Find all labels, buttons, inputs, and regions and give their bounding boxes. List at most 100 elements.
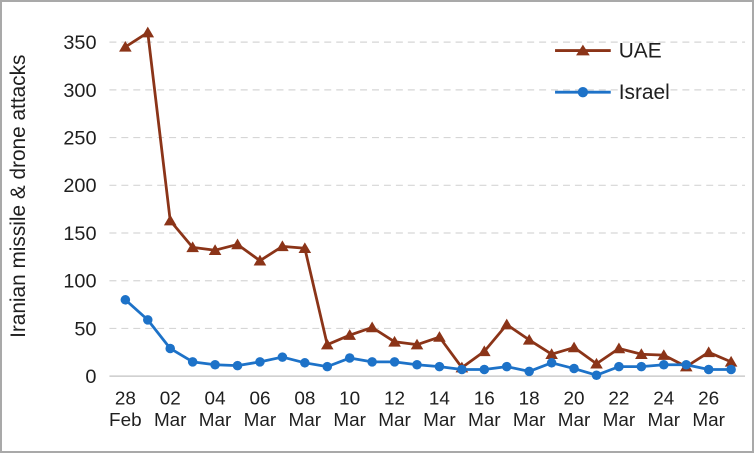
y-tick-label: 0: [85, 366, 96, 388]
triangle-marker: [478, 345, 491, 357]
circle-marker: [726, 364, 736, 375]
x-tick-label-day: 06: [249, 387, 270, 408]
x-tick-label-day: 16: [474, 387, 495, 408]
triangle-marker: [365, 321, 379, 333]
circle-marker: [457, 364, 467, 375]
x-tick-label-month: Mar: [648, 409, 681, 430]
triangle-marker: [576, 44, 590, 56]
gridlines: [109, 41, 746, 377]
x-tick-label-day: 10: [339, 387, 360, 408]
triangle-marker: [276, 240, 289, 252]
x-tick-label-month: Mar: [289, 409, 322, 430]
x-tick-label-day: 26: [698, 387, 719, 408]
circle-marker: [255, 357, 265, 367]
x-tick-label-day: 22: [608, 387, 629, 408]
circle-marker: [232, 360, 243, 371]
circle-marker: [187, 357, 198, 367]
circle-marker: [120, 295, 131, 305]
circle-marker: [614, 361, 624, 372]
triangle-marker: [343, 329, 357, 340]
uae-line: [124, 31, 732, 369]
y-axis-tick-labels: 0 50 100 150 200 250 300 350: [63, 32, 96, 388]
y-tick-label: 150: [63, 223, 96, 245]
triangle-marker: [567, 341, 581, 353]
circle-marker: [681, 359, 692, 370]
triangle-marker: [298, 242, 312, 254]
triangle-marker: [141, 26, 155, 38]
circle-marker: [165, 343, 175, 354]
circle-marker: [367, 357, 377, 367]
triangle-marker: [590, 357, 603, 369]
triangle-marker: [410, 338, 424, 350]
circle-marker: [300, 358, 310, 368]
x-tick-label-day: 24: [653, 387, 674, 408]
circle-marker: [659, 359, 669, 370]
x-tick-label-month: Feb: [109, 409, 142, 430]
x-tick-label-month: Mar: [558, 409, 591, 430]
circle-marker: [577, 87, 589, 98]
x-tick-label-day: 20: [564, 387, 585, 408]
circle-marker: [143, 315, 153, 325]
triangle-marker: [320, 338, 334, 350]
x-axis-tick-labels: 28Feb02Mar04Mar06Mar08Mar10Mar12Mar14Mar…: [109, 387, 725, 430]
uae-series: [119, 26, 738, 373]
legend-marker-samples: [555, 44, 611, 98]
triangle-marker: [231, 238, 244, 250]
x-tick-label-day: 04: [205, 387, 226, 408]
triangle-marker: [702, 346, 715, 358]
circle-marker: [277, 352, 288, 362]
legend-label-israel: Israel: [619, 81, 670, 104]
x-tick-label-month: Mar: [244, 409, 277, 430]
israel-series: [120, 295, 736, 380]
y-tick-label: 200: [63, 175, 96, 197]
triangle-marker: [253, 254, 267, 266]
x-tick-label-day: 18: [519, 387, 540, 408]
triangle-marker: [208, 244, 222, 255]
triangle-marker: [612, 342, 626, 354]
circle-marker: [479, 364, 490, 375]
x-tick-label-month: Mar: [378, 409, 411, 430]
triangle-marker: [186, 241, 199, 253]
triangle-marker: [388, 335, 401, 347]
triangle-marker: [119, 40, 132, 52]
x-tick-label-month: Mar: [333, 409, 366, 430]
triangle-marker: [522, 333, 536, 345]
circle-marker: [434, 361, 445, 372]
legend: UAE Israel: [555, 40, 670, 104]
y-tick-label: 250: [63, 128, 96, 150]
triangle-marker: [545, 348, 558, 359]
y-tick-label: 50: [74, 318, 96, 340]
circle-marker: [703, 364, 714, 375]
x-tick-label-day: 12: [384, 387, 405, 408]
circle-marker: [546, 358, 557, 368]
circle-marker: [389, 357, 400, 367]
circle-marker: [412, 359, 422, 370]
x-tick-label-day: 14: [429, 387, 450, 408]
x-tick-label-month: Mar: [468, 409, 501, 430]
y-axis-title: Iranian missile & drone attacks: [7, 55, 30, 338]
legend-label-uae: UAE: [619, 40, 662, 63]
x-tick-label-month: Mar: [423, 409, 456, 430]
israel-line: [124, 298, 732, 377]
circle-marker: [322, 361, 333, 372]
y-tick-label: 350: [63, 32, 96, 54]
triangle-marker: [500, 318, 514, 330]
triangle-marker: [724, 355, 738, 367]
x-tick-label-day: 02: [160, 387, 181, 408]
circle-marker: [636, 361, 647, 372]
y-tick-label: 300: [63, 80, 96, 102]
circle-marker: [210, 359, 220, 370]
x-tick-label-month: Mar: [513, 409, 546, 430]
x-tick-label-month: Mar: [199, 409, 232, 430]
x-tick-label-month: Mar: [603, 409, 636, 430]
circle-marker: [344, 353, 355, 363]
circle-marker: [569, 363, 579, 374]
triangle-marker: [657, 349, 671, 360]
x-tick-label-month: Mar: [692, 409, 725, 430]
series-plot: [119, 26, 738, 380]
y-tick-label: 100: [63, 271, 96, 293]
circle-marker: [591, 370, 602, 380]
triangle-marker: [433, 331, 446, 342]
